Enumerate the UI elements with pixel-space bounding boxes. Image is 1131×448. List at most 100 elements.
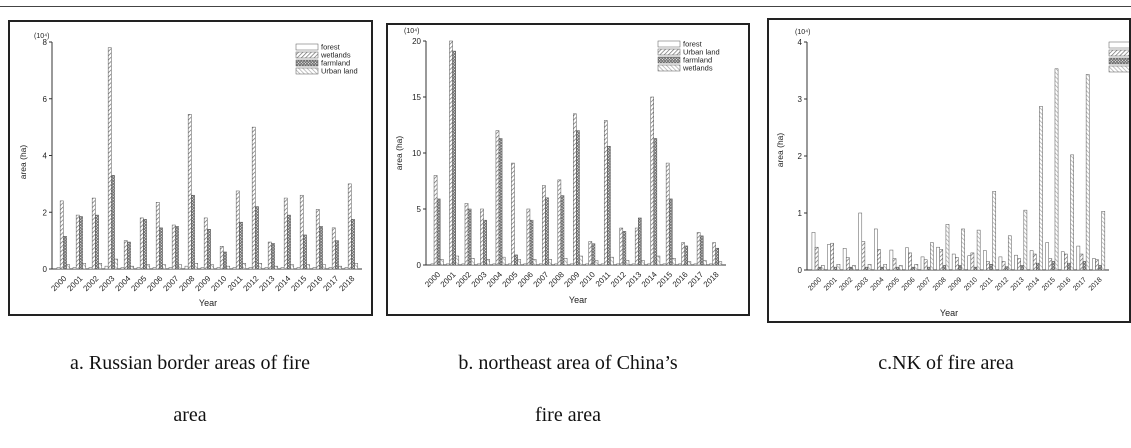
bar-2014-series-3 xyxy=(1039,106,1043,271)
bar-2012-series-2 xyxy=(622,231,627,266)
bar-2008-series-3 xyxy=(563,258,568,266)
bar-2011-series-2 xyxy=(239,221,243,270)
legend-label-2: farmland xyxy=(321,59,350,68)
bar-2009-series-2 xyxy=(207,229,211,270)
bar-2006-series-0 xyxy=(152,267,157,270)
bar-2000-series-2 xyxy=(436,198,441,266)
bar-2010-series-2 xyxy=(223,251,227,270)
caption-china-line2: fire area xyxy=(534,404,602,426)
bar-2011-series-0 xyxy=(232,267,237,270)
x-tick-label: 2009 xyxy=(947,276,963,292)
bar-2010-series-0 xyxy=(216,267,221,270)
x-tick-label: 2009 xyxy=(193,274,212,293)
x-tick-label: 2010 xyxy=(963,276,979,292)
chart-panel-russia: 0 2 4 6 8 (10⁴) area (ha) Year 2000 2001 2002 2003 2… xyxy=(8,20,373,316)
bar-2001-series-2 xyxy=(452,50,456,266)
bar-2007-series-0 xyxy=(920,256,925,271)
bar-2007-series-1 xyxy=(171,224,176,270)
bar-2009-series-0 xyxy=(951,253,956,271)
bar-2012-series-1 xyxy=(619,227,624,266)
x-tick-label: 2018 xyxy=(1088,276,1104,292)
bar-2011-series-0 xyxy=(983,250,987,271)
bar-2003-series-3 xyxy=(486,259,490,266)
bar-2006-series-3 xyxy=(162,264,167,270)
x-tick-label: 2008 xyxy=(177,274,196,293)
bar-2018-series-0 xyxy=(709,263,713,266)
bar-2010-series-2 xyxy=(591,243,596,266)
x-tick-label: 2008 xyxy=(547,270,566,289)
bar-2014-series-1 xyxy=(283,197,288,270)
bar-2014-series-0 xyxy=(280,267,285,270)
y-tick-label: 20 xyxy=(412,37,421,46)
bar-2006-series-2 xyxy=(911,266,916,271)
bar-2015-series-1 xyxy=(1048,258,1053,271)
bar-2002-series-0 xyxy=(461,263,466,266)
bar-2013-series-2 xyxy=(271,243,275,270)
legend-swatch-3 xyxy=(657,64,681,72)
bar-2002-series-2 xyxy=(467,208,472,266)
y-multiplier-label: (10⁴) xyxy=(795,29,810,36)
bar-2012-series-1 xyxy=(251,126,256,270)
bar-2013-series-3 xyxy=(641,260,645,266)
bar-2001-series-1 xyxy=(75,214,80,270)
bar-2013-series-1 xyxy=(267,241,272,270)
bar-2007-series-3 xyxy=(178,264,183,270)
bar-2016-series-1 xyxy=(315,209,320,270)
bar-2003-series-0 xyxy=(477,263,481,266)
y-tick-label: 4 xyxy=(798,38,803,47)
bar-2007-series-2 xyxy=(175,226,179,270)
bar-2010-series-2 xyxy=(973,266,978,271)
y-tick-label: 0 xyxy=(798,266,803,275)
bar-2018-series-1 xyxy=(1095,259,1099,271)
bar-2003-series-1 xyxy=(861,241,866,271)
bar-2000-series-0 xyxy=(56,267,61,270)
x-tick-label: 2016 xyxy=(305,274,324,293)
y-tick-label: 3 xyxy=(798,95,803,104)
x-tick-label: 2003 xyxy=(854,276,870,292)
bar-2013-series-1 xyxy=(1017,258,1021,271)
axes: 0 5 10 15 20 xyxy=(412,37,726,270)
bar-2001-series-0 xyxy=(446,263,450,266)
caption-china-line1: b. northeast area of China’s xyxy=(458,352,678,374)
legend-swatch-3 xyxy=(1108,65,1129,73)
x-tick-label: 2001 xyxy=(823,276,839,292)
x-tick-label: 2000 xyxy=(49,274,68,293)
legend-swatch-0 xyxy=(657,40,681,48)
bar-2003-series-0 xyxy=(858,212,863,271)
bar-2004-series-3 xyxy=(130,265,135,270)
bar-2000-series-2 xyxy=(63,236,67,270)
x-tick-label: 2004 xyxy=(113,274,132,293)
bar-2013-series-2 xyxy=(638,217,642,266)
bar-2009-series-3 xyxy=(961,228,965,271)
y-axis-title: area (ha) xyxy=(394,136,404,171)
bar-2017-series-2 xyxy=(1082,261,1087,271)
x-tick-label: 2013 xyxy=(1010,276,1026,292)
bar-2015-series-0 xyxy=(662,263,667,266)
bar-2018-series-1 xyxy=(712,242,716,266)
x-tick-label: 2018 xyxy=(337,274,356,293)
bar-2010-series-1 xyxy=(588,241,593,266)
bar-2007-series-3 xyxy=(548,259,552,266)
bar-2016-series-3 xyxy=(687,261,692,266)
bar-2013-series-1 xyxy=(634,227,639,266)
bar-2016-series-0 xyxy=(1060,251,1065,271)
bar-2000-series-1 xyxy=(433,175,438,266)
x-tick-label: 2001 xyxy=(65,274,84,293)
bar-2004-series-2 xyxy=(880,266,884,271)
bar-2015-series-3 xyxy=(672,258,676,266)
x-tick-label: 2017 xyxy=(1072,276,1088,292)
legend-swatch-2 xyxy=(1108,57,1129,65)
y-tick-label: 0 xyxy=(417,261,422,270)
bar-2000-series-3 xyxy=(66,264,71,270)
bar-2013-series-0 xyxy=(631,263,636,266)
bar-2018-series-2 xyxy=(351,219,355,270)
bar-2011-series-2 xyxy=(989,264,993,271)
legend: forestfaiweUrt xyxy=(1108,41,1129,73)
bar-2015-series-3 xyxy=(1054,68,1059,271)
bar-2011-series-3 xyxy=(610,256,614,266)
x-tick-label: 2000 xyxy=(423,270,442,289)
bar-2001-series-0 xyxy=(72,267,77,270)
bar-2003-series-1 xyxy=(107,47,112,270)
bar-2005-series-1 xyxy=(892,258,897,271)
bar-2018-series-3 xyxy=(718,261,723,266)
